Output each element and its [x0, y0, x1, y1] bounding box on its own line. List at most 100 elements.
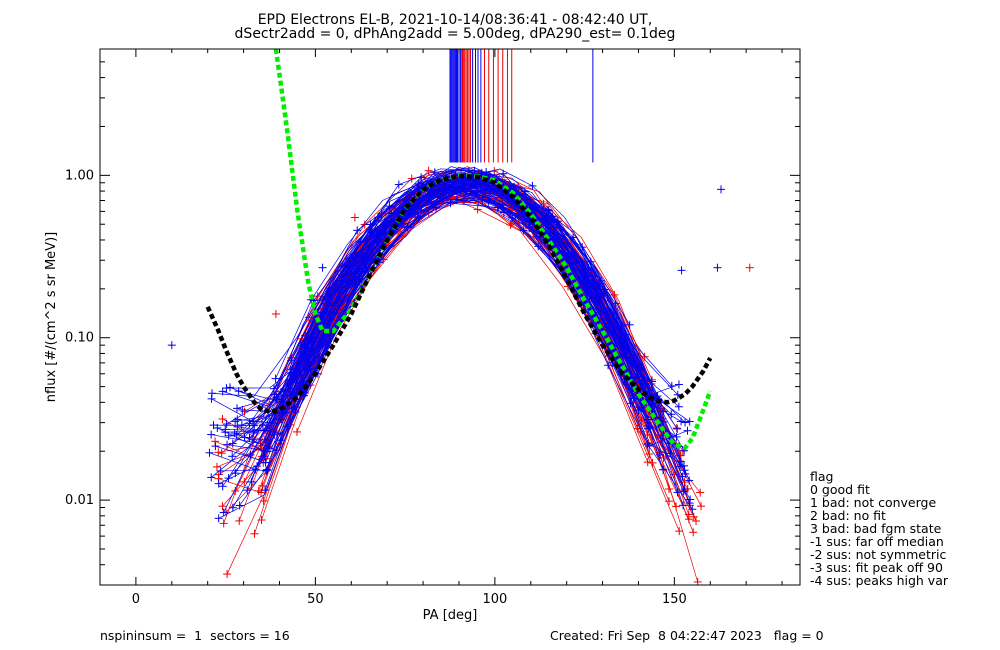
pad-curve: [237, 188, 690, 504]
data-point: [233, 422, 242, 431]
axes: 0 50 100 150 0.01 0.10 1.00: [65, 48, 800, 607]
legend-item: 1 bad: not converge: [810, 495, 936, 510]
data-point: [320, 319, 329, 328]
data-point: [230, 429, 239, 438]
data-point: [313, 292, 322, 301]
data-point: [675, 527, 684, 536]
data-point: [683, 426, 692, 435]
data-point: [301, 343, 310, 352]
data-point: [499, 169, 508, 178]
data-point: [688, 505, 697, 514]
data-point: [681, 469, 690, 478]
data-point: [270, 390, 279, 399]
data-point: [235, 516, 244, 525]
data-point: [528, 181, 537, 190]
data-point: [385, 202, 394, 211]
isolated-point: [167, 341, 176, 350]
legend-item: -2 sus: not symmetric: [810, 547, 946, 562]
data-point: [261, 458, 270, 467]
data-point: [620, 330, 629, 339]
data-point: [692, 516, 701, 525]
isolated-point: [318, 263, 327, 272]
legend-item: -3 sus: fit peak off 90: [810, 560, 943, 575]
legend: flag 0 good fit 1 bad: not converge 2 ba…: [810, 469, 949, 588]
data-point: [237, 421, 246, 430]
data-point: [296, 341, 305, 350]
data-point: [359, 264, 368, 273]
pad-curve: [281, 174, 682, 462]
data-point: [252, 462, 261, 471]
vertical-line-group: [462, 49, 513, 163]
data-point: [556, 223, 565, 232]
footer-right: Created: Fri Sep 8 04:22:47 2023 flag = …: [550, 628, 824, 643]
x-tick-label: 50: [307, 592, 324, 607]
pad-curve: [251, 173, 649, 483]
chart-subtitle: dSectr2add = 0, dPhAng2add = 5.00deg, dP…: [235, 26, 676, 42]
isolated-point: [271, 309, 280, 318]
data-point: [217, 449, 226, 458]
pad-curve: [300, 182, 626, 389]
pad-curve: [304, 194, 685, 467]
legend-item: -1 sus: far off median: [810, 534, 944, 549]
chart-title: EPD Electrons EL-B, 2021-10-14/08:36:41 …: [258, 12, 653, 28]
data-point: [644, 422, 653, 431]
isolated-point: [717, 185, 726, 194]
data-point: [681, 418, 690, 427]
data-point: [218, 414, 227, 423]
data-point: [672, 432, 681, 441]
plot-frame: [99, 48, 801, 586]
data-point: [277, 415, 286, 424]
data-point: [353, 226, 362, 235]
data-point: [219, 508, 228, 517]
data-point: [680, 466, 689, 475]
data-point: [429, 187, 438, 196]
data-point: [222, 420, 231, 429]
data-point: [405, 210, 414, 219]
data-point: [250, 529, 259, 538]
data-point: [259, 496, 268, 505]
data-point: [221, 428, 230, 437]
isolated-point: [350, 213, 359, 222]
legend-item: 3 bad: bad fgm state: [810, 521, 942, 536]
data-point: [212, 462, 221, 471]
data-point: [430, 168, 439, 177]
data-point: [645, 449, 654, 458]
data-point: [697, 502, 706, 511]
data-point: [243, 486, 252, 495]
data-point: [240, 433, 249, 442]
data-point: [659, 465, 668, 474]
data-point: [597, 276, 606, 285]
isolated-point: [745, 263, 754, 272]
data-point: [261, 486, 270, 495]
pad-curve: [222, 171, 633, 507]
data-point: [214, 448, 223, 457]
data-point: [247, 477, 256, 486]
data-point: [271, 374, 280, 383]
data-point: [211, 442, 220, 451]
x-tick-label: 100: [482, 592, 507, 607]
data-point: [207, 394, 216, 403]
data-point: [665, 497, 674, 506]
data-point: [674, 380, 683, 389]
data-point: [656, 450, 665, 459]
data-point: [544, 206, 553, 215]
data-point: [207, 430, 216, 439]
data-point: [674, 402, 683, 411]
data-point: [263, 465, 272, 474]
data-point: [293, 427, 302, 436]
data-point: [525, 223, 534, 232]
data-point: [218, 387, 227, 396]
fit-curve: [205, 173, 713, 415]
data-layer: [167, 49, 754, 585]
data-point: [409, 202, 418, 211]
data-point: [679, 487, 688, 496]
data-point: [226, 383, 235, 392]
data-point: [228, 503, 237, 512]
data-point: [238, 405, 247, 414]
data-point: [685, 499, 694, 508]
data-point: [586, 280, 595, 289]
y-tick-label: 1.00: [65, 168, 94, 183]
data-point: [685, 417, 694, 426]
data-point: [219, 519, 228, 528]
